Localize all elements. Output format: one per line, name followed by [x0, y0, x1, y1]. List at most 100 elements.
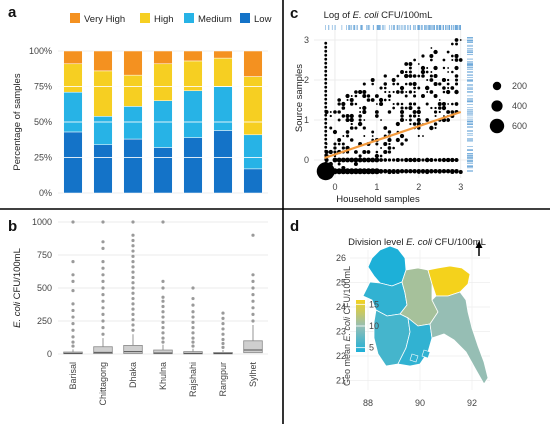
- scatter-point: [375, 103, 378, 105]
- scatter-point: [340, 157, 346, 163]
- outlier-point: [131, 244, 135, 248]
- outlier-point: [191, 303, 195, 307]
- scatter-point: [433, 110, 438, 114]
- map-title-prefix: Division level: [348, 237, 406, 248]
- scatter-point: [395, 121, 400, 127]
- scatter-point: [412, 74, 417, 78]
- scatter-point: [442, 58, 446, 62]
- box: [93, 346, 113, 355]
- size-legend-dot: [491, 100, 503, 112]
- scatter-point: [426, 67, 429, 69]
- scatter-point: [458, 169, 463, 175]
- scatter-point: [383, 158, 387, 162]
- scatter-point: [447, 67, 450, 69]
- y-tick-label-a: 100%: [29, 46, 52, 56]
- scatter-point: [437, 102, 442, 106]
- scatter-point: [370, 98, 375, 102]
- delta-island: [409, 353, 419, 363]
- scatter-point: [333, 110, 337, 114]
- scatter-point: [404, 106, 408, 110]
- outlier-point: [191, 320, 195, 324]
- outlier-point: [191, 336, 195, 340]
- scatter-point: [380, 119, 382, 121]
- scatter-point: [421, 158, 425, 162]
- scatter-point: [383, 141, 388, 147]
- scatter-point: [324, 61, 328, 65]
- scatter-point: [370, 78, 375, 82]
- scatter-point: [426, 78, 429, 82]
- scatter-point: [391, 169, 396, 174]
- bar-segment-medium: [243, 134, 263, 170]
- scatter-point: [375, 150, 379, 154]
- scatter-point: [442, 158, 446, 162]
- scatter-point: [417, 86, 421, 90]
- scatter-point: [408, 82, 413, 86]
- scatter-point: [454, 169, 459, 174]
- legend-swatch-high: [140, 13, 150, 23]
- outlier-point: [221, 332, 225, 336]
- scatter-point: [350, 98, 354, 102]
- stacked-bar-chart: Very High High Medium Low Percentage of sam…: [12, 13, 272, 198]
- box-plot-chart: E. coli CFU/100mL 0 250 500 750 1000 Barisal…: [12, 217, 268, 406]
- scatter-point: [349, 113, 354, 119]
- bar-segment-low: [63, 131, 83, 194]
- division-rangpur: [367, 245, 407, 287]
- scatter-title-suffix: CFU/100mL: [379, 10, 433, 21]
- outlier-point: [161, 295, 165, 299]
- marginal-rug: [324, 25, 473, 172]
- outlier-point: [161, 320, 165, 324]
- scatter-point: [408, 90, 413, 94]
- scatter-point: [412, 169, 417, 174]
- y-ticks-b: 0 250 500 750 1000: [32, 217, 52, 359]
- scatter-point: [329, 111, 332, 113]
- bar-segment-medium: [123, 106, 143, 140]
- scatter-point: [441, 105, 447, 111]
- scatter-point: [349, 117, 354, 123]
- scatter-point: [433, 65, 438, 71]
- scatter-point: [359, 107, 362, 109]
- panel-label-a: a: [8, 4, 17, 21]
- scatter-point: [324, 73, 328, 77]
- scatter-point: [408, 66, 412, 70]
- y-axis-label-a: Percentage of samples: [12, 73, 23, 170]
- scatter-point: [387, 146, 392, 150]
- size-legend-dot: [489, 118, 505, 134]
- scatter-point: [378, 169, 384, 174]
- scatter-point: [337, 138, 342, 142]
- scatter-point: [405, 119, 408, 121]
- outlier-point: [191, 310, 195, 314]
- x-tick-label-c: 0: [332, 182, 337, 192]
- scatter-point: [404, 169, 409, 174]
- scatter-point: [442, 86, 446, 90]
- scatter-point: [421, 66, 425, 70]
- scatter-point: [324, 65, 328, 69]
- bar-segment-high: [93, 70, 113, 117]
- legend-label: High: [154, 14, 174, 25]
- bar-segment-low: [243, 168, 263, 194]
- scatter-point: [454, 102, 459, 106]
- scatter-point: [336, 168, 343, 175]
- y-tick-label-a: 75%: [34, 82, 52, 92]
- scatter-point: [379, 101, 384, 107]
- divisions: [362, 245, 489, 385]
- scatter-point: [409, 118, 412, 122]
- y-tick-label-b: 750: [37, 250, 52, 260]
- bar-segment-low: [183, 137, 203, 194]
- scatter-point: [341, 114, 345, 118]
- scatter-point: [329, 114, 332, 118]
- scatter-point: [408, 158, 413, 162]
- choropleth-map: Division level E. coli CFU/100mL 88 90 92 2…: [336, 237, 490, 408]
- scatter-point: [408, 70, 412, 74]
- scatter-point: [388, 142, 391, 146]
- bar-segment-very-high: [63, 50, 83, 65]
- scatter-point: [438, 158, 442, 162]
- scatter-point: [455, 42, 458, 46]
- y-tick-label-a: 0%: [39, 188, 52, 198]
- x-tick-label-c: 2: [416, 182, 421, 192]
- scatter-point: [404, 62, 409, 66]
- scatter-point: [455, 38, 458, 42]
- outlier-point: [101, 240, 105, 244]
- scatter-point: [332, 129, 338, 135]
- scatter-point: [429, 90, 434, 94]
- scatter-point: [375, 142, 378, 146]
